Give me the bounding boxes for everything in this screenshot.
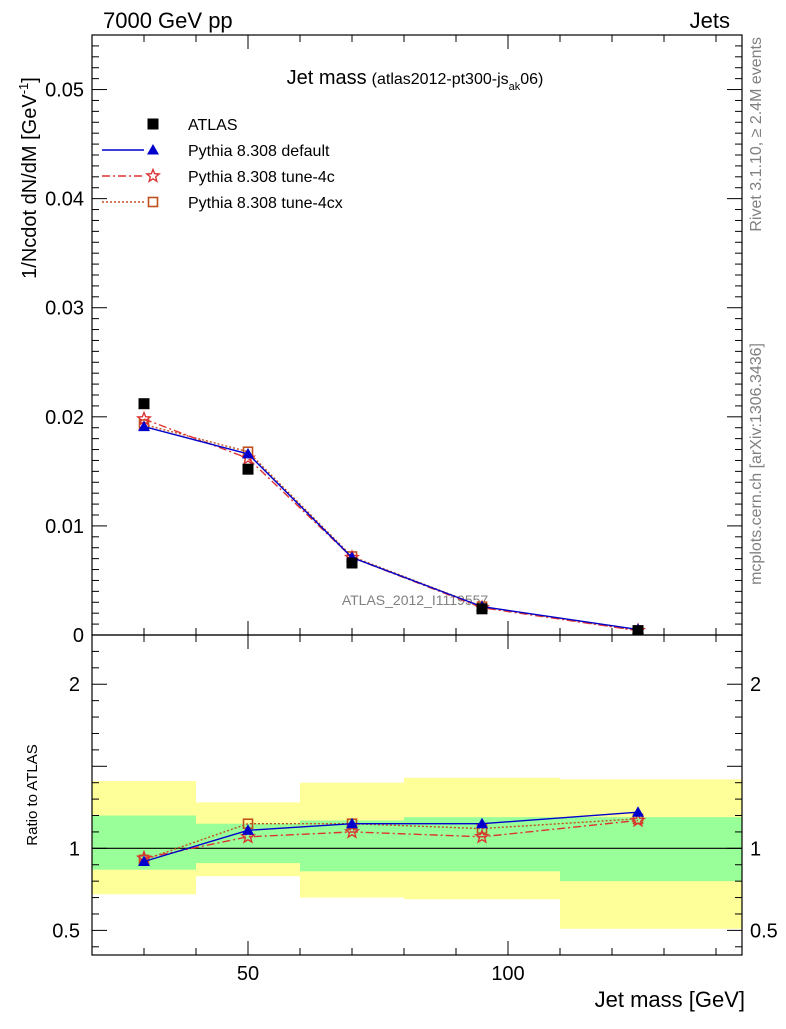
axes-group: 50 100 0 0.01 0.02 0.03 0.04 0.05 0.5 0.5 1 1 2 2 [45, 34, 778, 985]
x-axis-label: Jet mass [GeV] [595, 987, 745, 1012]
main-y-axis-label: 1/Ncdot dN/dM [GeV-1] [16, 77, 41, 279]
ratio-series-pythia-8-308-tune-4c-point-3 [473, 828, 491, 844]
ratio-y-axis-label: Ratio to ATLAS [24, 744, 41, 845]
y-label-close: ] [19, 77, 41, 83]
main-series-atlas-point-0 [138, 398, 150, 410]
legend-entry-3-label: Pythia 8.308 tune-4cx [188, 195, 343, 212]
ratio-series-pythia-8-308-default-point-1 [242, 824, 254, 835]
ratio-y-tick-label-right-1: 1 [750, 838, 761, 860]
title-main-text: Jet mass [287, 67, 367, 89]
ratio-y-tick-label-left-0: 0.5 [52, 920, 80, 942]
main-panel-title: Jet mass (atlas2012-pt300-jsak06) [287, 67, 544, 93]
ratio-y-tick-label-left-2: 2 [69, 674, 80, 696]
ratio-series-pythia-8-308-default-point-4 [632, 806, 644, 817]
main-series-pythia-8-308-default-point-1 [242, 447, 254, 459]
legend-entry-2-label: Pythia 8.308 tune-4c [188, 169, 335, 186]
main-y-tick-label-1: 0.01 [45, 516, 84, 538]
ratio-uncertainty-bands [92, 777, 742, 929]
ratio-series-pythia-8-308-default-point-3 [476, 817, 488, 829]
ratio-y-tick-label-right-0: 0.5 [750, 920, 778, 942]
legend-entry-2-marker [144, 167, 162, 183]
ratio-series-pythia-8-308-tune-4cx-line [143, 818, 639, 861]
header-right-label: Jets [690, 8, 730, 33]
legend-entry-0-label: ATLAS [188, 117, 238, 134]
title-sub-subscript: ak [509, 81, 521, 93]
main-series-atlas-point-2 [346, 557, 358, 569]
x-tick-label-50: 50 [237, 963, 259, 985]
title-sub-suffix: 06) [520, 71, 543, 88]
main-series-atlas-point-4 [632, 625, 644, 635]
ratio-band-green-4 [560, 817, 742, 882]
analysis-watermark: ATLAS_2012_I1119557 [342, 592, 489, 608]
legend: ATLAS Pythia 8.308 default Pythia 8.308 tu… [102, 117, 343, 212]
ratio-y-tick-label-left-1: 1 [69, 838, 80, 860]
main-series-group [135, 398, 647, 635]
ratio-series-pythia-8-308-tune-4c-line [143, 819, 639, 859]
main-series-atlas-point-3 [476, 603, 488, 615]
y-label-sup: -1 [16, 83, 31, 95]
y-label-text: 1/Ncdot dN/dM [GeV [19, 94, 41, 279]
ratio-series-group [135, 806, 647, 866]
legend-entry-3-marker [147, 196, 159, 208]
ratio-y-tick-label-right-2: 2 [750, 674, 761, 696]
main-y-tick-label-5: 0.05 [45, 80, 84, 102]
title-sub-prefix: (atlas2012-pt300-js [372, 71, 509, 88]
ratio-panel-frame [91, 634, 743, 956]
ratio-series-pythia-8-308-default-point-0 [138, 855, 150, 866]
ratio-series-pythia-8-308-tune-4c-point-2 [343, 823, 361, 839]
main-y-tick-label-3: 0.03 [45, 298, 84, 320]
legend-entry-1-marker [147, 144, 159, 155]
mcplots-label: mcplots.cern.ch [arXiv:1306.3436] [748, 343, 765, 585]
main-y-tick-label-4: 0.04 [45, 189, 84, 211]
main-y-tick-label-0: 0 [73, 625, 84, 647]
main-series-atlas-point-1 [242, 463, 254, 475]
rivet-version-label: Rivet 3.1.10, ≥ 2.4M events [748, 37, 765, 232]
ratio-series-pythia-8-308-tune-4c-point-4 [629, 812, 647, 828]
header-left-label: 7000 GeV pp [103, 8, 233, 33]
main-series-pythia-8-308-default-point-0 [138, 420, 150, 432]
legend-entry-0-marker [147, 118, 159, 130]
main-y-tick-label-2: 0.02 [45, 407, 84, 429]
x-tick-label-100: 100 [491, 963, 524, 985]
legend-entry-1-label: Pythia 8.308 default [188, 143, 330, 160]
ratio-series-pythia-8-308-default-point-2 [346, 817, 358, 829]
